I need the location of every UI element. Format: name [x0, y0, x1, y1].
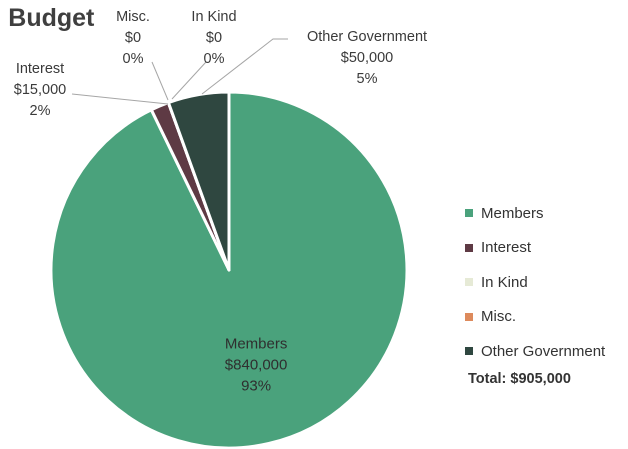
data-label-members-name: Members: [225, 336, 288, 353]
legend-label: Misc.: [481, 308, 516, 326]
data-label-interest-name: Interest: [16, 61, 64, 77]
legend-swatch: [465, 312, 473, 321]
legend-label: Interest: [481, 239, 532, 257]
legend-item-other-government: Other Government: [465, 334, 628, 369]
legend-swatch: [465, 347, 473, 356]
data-label-in-kind-value-label: $0: [206, 30, 222, 46]
data-label-misc-value-label: $0: [125, 30, 141, 46]
legend-swatch: [465, 243, 473, 252]
data-label-members-percent-label: 93%: [241, 378, 271, 395]
data-label-interest-percent-label: 2%: [30, 103, 51, 119]
data-label-misc-name: Misc.: [116, 9, 150, 25]
legend-swatch: [465, 278, 473, 287]
legend-label: In Kind: [481, 273, 528, 291]
data-label-members-value-label: $840,000: [225, 357, 288, 374]
legend-label: Other Government: [481, 342, 606, 360]
data-label-other-government-percent-label: 5%: [357, 71, 378, 87]
chart-legend: Members Interest In Kind Misc. Other Governm…: [465, 196, 628, 369]
data-label-other-government-name: Other Government: [307, 29, 427, 45]
data-label-in-kind-name: In Kind: [191, 9, 236, 25]
pie-slice-other-government: [166, 90, 231, 272]
leader-line-in-kind: [171, 61, 207, 100]
legend-label: Members: [481, 204, 544, 222]
legend-swatch: [465, 209, 473, 218]
data-label-other-government-value-label: $50,000: [341, 50, 393, 66]
legend-item-in-kind: In Kind: [465, 265, 628, 300]
legend-item-members: Members: [465, 196, 628, 231]
legend-item-misc: Misc.: [465, 300, 628, 335]
leader-line-other-government: [201, 38, 288, 95]
leader-line-interest: [71, 93, 169, 105]
chart-title: : Budget: [0, 4, 95, 32]
data-label-misc-percent-label: 0%: [123, 51, 144, 67]
leader-line-misc: [151, 61, 169, 101]
total-label: Total: $905,000: [468, 371, 571, 387]
legend-item-interest: Interest: [465, 231, 628, 266]
data-label-interest-value-label: $15,000: [14, 82, 66, 98]
data-label-in-kind-percent-label: 0%: [204, 51, 225, 67]
